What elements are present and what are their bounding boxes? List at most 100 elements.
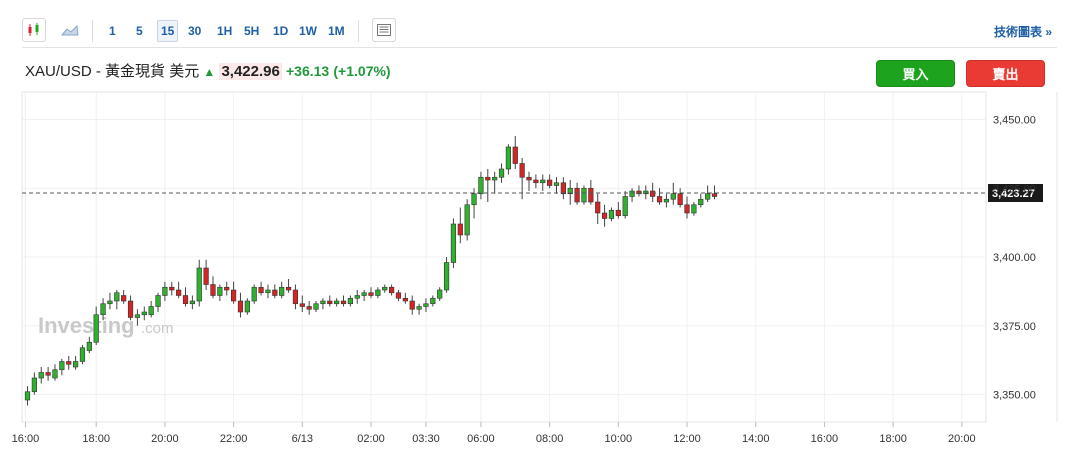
x-tick-label: 16:00 [12, 433, 40, 445]
candle [608, 207, 615, 222]
candle-body [251, 286, 257, 302]
candle [443, 257, 450, 293]
x-tick-label: 02:00 [357, 433, 385, 445]
toolbar-divider [358, 20, 359, 42]
candle [59, 358, 65, 376]
candle-body [189, 300, 195, 305]
last-price-line: 3,423.27 [22, 184, 1043, 203]
x-tick-label: 06:00 [467, 433, 495, 445]
interval-1[interactable]: 1 [109, 24, 116, 38]
watermark-text: Investing [38, 313, 135, 338]
interval-1m[interactable]: 1M [328, 24, 345, 38]
area-chart-type-icon[interactable] [58, 18, 82, 42]
candle-body [567, 187, 573, 195]
candle-body [292, 289, 299, 305]
candle [155, 292, 161, 312]
candle-body [471, 193, 477, 206]
interval-5h[interactable]: 5H [244, 24, 260, 38]
candle-body [155, 295, 161, 307]
interval-15[interactable]: 15 [157, 20, 179, 42]
candle-body [581, 187, 587, 203]
candle-body [478, 176, 484, 195]
candle [134, 309, 141, 326]
candle [237, 292, 244, 318]
candle-body [306, 306, 312, 310]
candle [45, 367, 51, 381]
candlestick-chart-type-icon[interactable] [22, 18, 46, 42]
candle [601, 204, 608, 227]
candle-body [52, 369, 58, 379]
price-change-percent: (+1.07%) [333, 63, 391, 79]
candle-body [430, 297, 436, 305]
candle-body [162, 286, 168, 296]
technical-chart-link[interactable]: 技術圖表 » [993, 25, 1052, 39]
y-tick-label: 3,375.00 [993, 321, 1036, 333]
candle-body [121, 295, 127, 302]
candle [684, 196, 690, 219]
candle-body [677, 193, 683, 206]
candle [299, 295, 305, 312]
x-tick-label: 03:30 [412, 433, 440, 445]
interval-1w[interactable]: 1W [299, 24, 317, 38]
candle [540, 174, 546, 191]
candle [127, 295, 134, 321]
candle [595, 193, 601, 224]
chart-grid [21, 91, 1058, 427]
candle [52, 364, 58, 381]
x-tick-label: 22:00 [220, 433, 248, 445]
candle [533, 174, 539, 189]
y-tick-label: 3,450.00 [993, 115, 1036, 127]
interval-5[interactable]: 5 [136, 24, 143, 38]
candle [354, 290, 360, 304]
candle [285, 279, 292, 293]
candle-body [176, 289, 182, 296]
candles [24, 136, 718, 406]
candle [705, 185, 711, 202]
candle [402, 292, 408, 304]
sell-button[interactable]: 賣出 [966, 60, 1045, 87]
candle [382, 284, 388, 293]
candle [560, 177, 566, 200]
candle [615, 202, 621, 219]
candle-body [588, 187, 594, 203]
news-icon[interactable] [372, 18, 396, 42]
candle-body [540, 179, 546, 184]
candle-body [320, 300, 326, 305]
candle-body [443, 262, 450, 291]
candle-body [375, 289, 381, 296]
candle-body [45, 372, 51, 376]
candle [464, 199, 470, 241]
candle [251, 284, 257, 304]
candle-body [237, 300, 244, 313]
candle-body [313, 303, 319, 310]
candle [114, 290, 120, 310]
instrument-symbol: XAU/USD [25, 63, 92, 80]
candle-body [66, 361, 72, 365]
candle [450, 218, 457, 268]
candle-body [691, 204, 697, 214]
candle [691, 202, 697, 216]
candle-body [711, 193, 718, 197]
candle [210, 276, 216, 299]
candle-body [553, 182, 560, 186]
interval-1d[interactable]: 1D [273, 24, 289, 38]
candle [375, 287, 381, 299]
candle [670, 182, 676, 205]
candle [320, 298, 326, 310]
buy-button[interactable]: 買入 [876, 60, 955, 87]
candle-body [450, 223, 457, 263]
candle [79, 345, 86, 365]
candle-body [347, 297, 353, 305]
y-tick-label: 3,350.00 [993, 390, 1036, 402]
candle-body [519, 163, 525, 178]
candle-body [670, 193, 676, 200]
x-tick-label: 20:00 [151, 433, 179, 445]
candle [622, 191, 628, 219]
interval-30[interactable]: 30 [188, 24, 202, 38]
candle [66, 356, 72, 370]
candle-body [457, 223, 463, 236]
candle-body [79, 347, 86, 362]
interval-1h[interactable]: 1H [217, 24, 233, 38]
candle [306, 301, 312, 315]
